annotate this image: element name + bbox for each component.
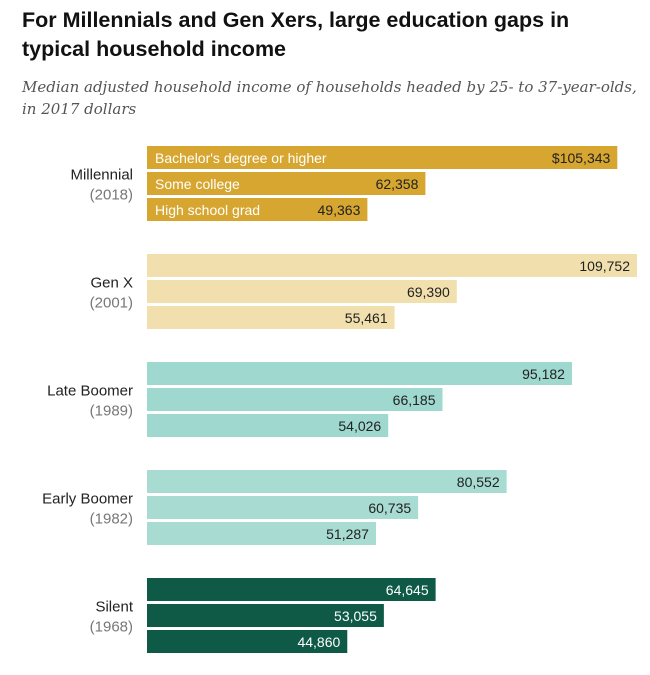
bar-gen-x-some-college: [147, 280, 457, 303]
bar-early-boomer-bachelor-s-degree-or-higher: [147, 470, 507, 493]
bar-gen-x-bachelor-s-degree-or-higher: [147, 254, 637, 277]
bar-early-boomer-some-college: [147, 496, 419, 519]
group-label-late-boomer: Late Boomer: [47, 383, 133, 400]
group-label-millennial: Millennial: [70, 167, 133, 184]
group-year-early-boomer: (1982): [90, 511, 133, 528]
value-label-millennial-bachelor-s-degree-or-higher: $105,343: [552, 150, 611, 166]
bar-late-boomer-bachelor-s-degree-or-higher: [147, 362, 572, 385]
value-label-early-boomer-some-college: 60,735: [368, 500, 411, 516]
category-label-bachelor-s-degree-or-higher: Bachelor's degree or higher: [155, 150, 327, 166]
value-label-late-boomer-some-college: 66,185: [393, 392, 436, 408]
bar-late-boomer-high-school-grad: [147, 414, 389, 437]
bar-silent-bachelor-s-degree-or-higher: [147, 578, 436, 601]
bar-millennial-bachelor-s-degree-or-higher: [147, 146, 618, 169]
value-label-gen-x-bachelor-s-degree-or-higher: 109,752: [579, 258, 630, 274]
bar-millennial-some-college: [147, 172, 426, 195]
value-label-silent-bachelor-s-degree-or-higher: 64,645: [386, 582, 429, 598]
value-label-silent-some-college: 53,055: [334, 608, 377, 624]
group-label-early-boomer: Early Boomer: [42, 491, 133, 508]
chart-title: For Millennials and Gen Xers, large educ…: [22, 8, 570, 61]
value-label-gen-x-some-college: 69,390: [407, 284, 450, 300]
value-label-early-boomer-high-school-grad: 51,287: [326, 526, 369, 542]
bar-silent-high-school-grad: [147, 630, 348, 653]
bar-gen-x-high-school-grad: [147, 306, 395, 329]
bar-silent-some-college: [147, 604, 384, 627]
category-label-some-college: Some college: [155, 176, 240, 192]
value-label-late-boomer-bachelor-s-degree-or-higher: 95,182: [522, 366, 565, 382]
group-year-silent: (1968): [90, 619, 133, 636]
value-label-millennial-some-college: 62,358: [376, 176, 419, 192]
value-label-early-boomer-bachelor-s-degree-or-higher: 80,552: [457, 474, 500, 490]
category-label-high-school-grad: High school grad: [155, 202, 260, 218]
value-label-gen-x-high-school-grad: 55,461: [345, 310, 388, 326]
bar-millennial-high-school-grad: [147, 198, 368, 221]
value-label-millennial-high-school-grad: 49,363: [318, 202, 361, 218]
group-year-gen-x: (2001): [90, 295, 133, 312]
group-label-silent: Silent: [95, 599, 133, 616]
group-year-late-boomer: (1989): [90, 403, 133, 420]
value-label-late-boomer-high-school-grad: 54,026: [338, 418, 381, 434]
value-label-silent-high-school-grad: 44,860: [297, 634, 340, 650]
bar-early-boomer-high-school-grad: [147, 522, 376, 545]
group-year-millennial: (2018): [90, 187, 133, 204]
group-label-gen-x: Gen X: [90, 275, 133, 292]
chart-subtitle: Median adjusted household income of hous…: [22, 78, 637, 118]
bar-late-boomer-some-college: [147, 388, 443, 411]
